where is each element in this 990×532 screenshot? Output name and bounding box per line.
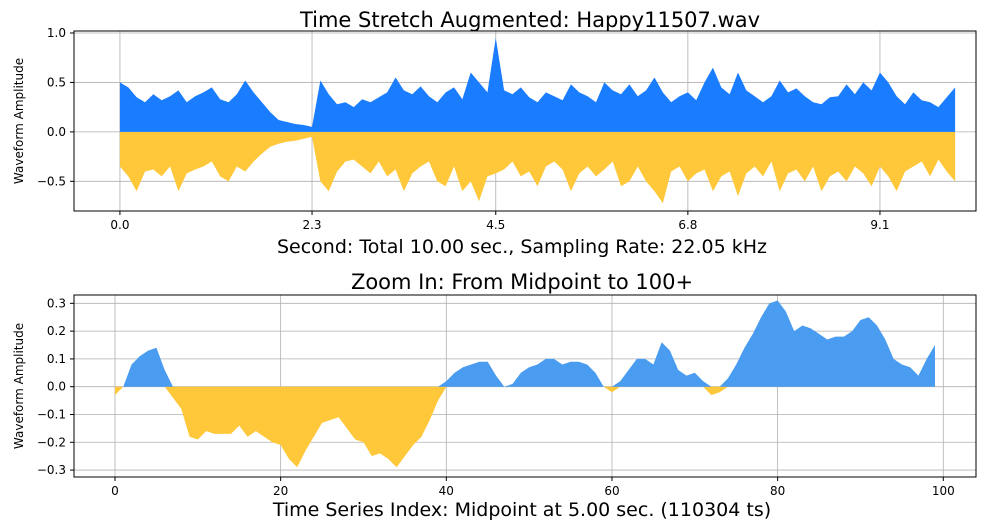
zoom-x-axis-label: Time Series Index: Midpoint at 5.00 sec.… — [272, 499, 771, 521]
zoom-x-tick-label: 40 — [439, 484, 454, 498]
zoom-y-axis-label: Waveform Amplitude — [12, 323, 26, 449]
top-waveform-chart: Time Stretch Augmented: Happy11507.wav 0… — [12, 8, 977, 258]
zoom-axes-frame — [73, 294, 977, 478]
zoom-x-tick-label: 20 — [273, 484, 288, 498]
top-y-tick-label: 0.5 — [47, 75, 66, 89]
zoom-x-tick-label: 80 — [770, 484, 785, 498]
zoom-y-tick-label: −0.1 — [37, 407, 66, 421]
zoom-negative-area — [115, 386, 935, 468]
zoom-y-tick-label: 0.2 — [47, 324, 66, 338]
top-y-tick-label: 0.0 — [47, 125, 66, 139]
zoom-y-ticks: −0.3 −0.2 −0.1 0.0 0.1 0.2 0.3 — [37, 296, 74, 477]
top-positive-area — [119, 37, 956, 132]
zoom-x-ticks: 0 20 40 60 80 100 — [111, 477, 955, 498]
top-x-tick-label: 0.0 — [110, 218, 129, 232]
zoom-x-tick-label: 0 — [111, 484, 119, 498]
top-axes-frame — [73, 30, 977, 212]
top-negative-area — [119, 131, 956, 204]
top-y-axis-label: Waveform Amplitude — [12, 58, 26, 184]
zoom-y-tick-label: −0.3 — [37, 463, 66, 477]
top-y-tick-label: 1.0 — [47, 26, 66, 40]
top-waveform-area — [119, 37, 956, 204]
top-y-tick-label: −0.5 — [37, 174, 66, 188]
top-x-tick-label: 9.1 — [870, 218, 889, 232]
top-x-tick-label: 2.3 — [302, 218, 321, 232]
zoom-y-tick-label: −0.2 — [37, 435, 66, 449]
top-x-tick-label: 6.8 — [678, 218, 697, 232]
zoom-chart-title: Zoom In: From Midpoint to 100+ — [351, 270, 693, 294]
zoom-x-tick-label: 100 — [932, 484, 955, 498]
zoom-y-tick-label: 0.0 — [47, 380, 66, 394]
top-chart-title: Time Stretch Augmented: Happy11507.wav — [299, 8, 760, 32]
zoom-y-tick-label: 0.1 — [47, 352, 66, 366]
zoom-y-tick-label: 0.3 — [47, 296, 66, 310]
zoom-x-tick-label: 60 — [604, 484, 619, 498]
top-x-ticks: 0.0 2.3 4.5 6.8 9.1 — [110, 211, 890, 232]
zoom-waveform-area — [115, 300, 935, 468]
zoom-positive-area — [115, 300, 935, 387]
top-x-tick-label: 4.5 — [486, 218, 505, 232]
top-y-ticks: −0.5 0.0 0.5 1.0 — [37, 26, 74, 188]
top-x-axis-label: Second: Total 10.00 sec., Sampling Rate:… — [277, 236, 767, 258]
zoom-waveform-chart: Zoom In: From Midpoint to 100+ 0 20 40 60 80… — [12, 270, 977, 521]
